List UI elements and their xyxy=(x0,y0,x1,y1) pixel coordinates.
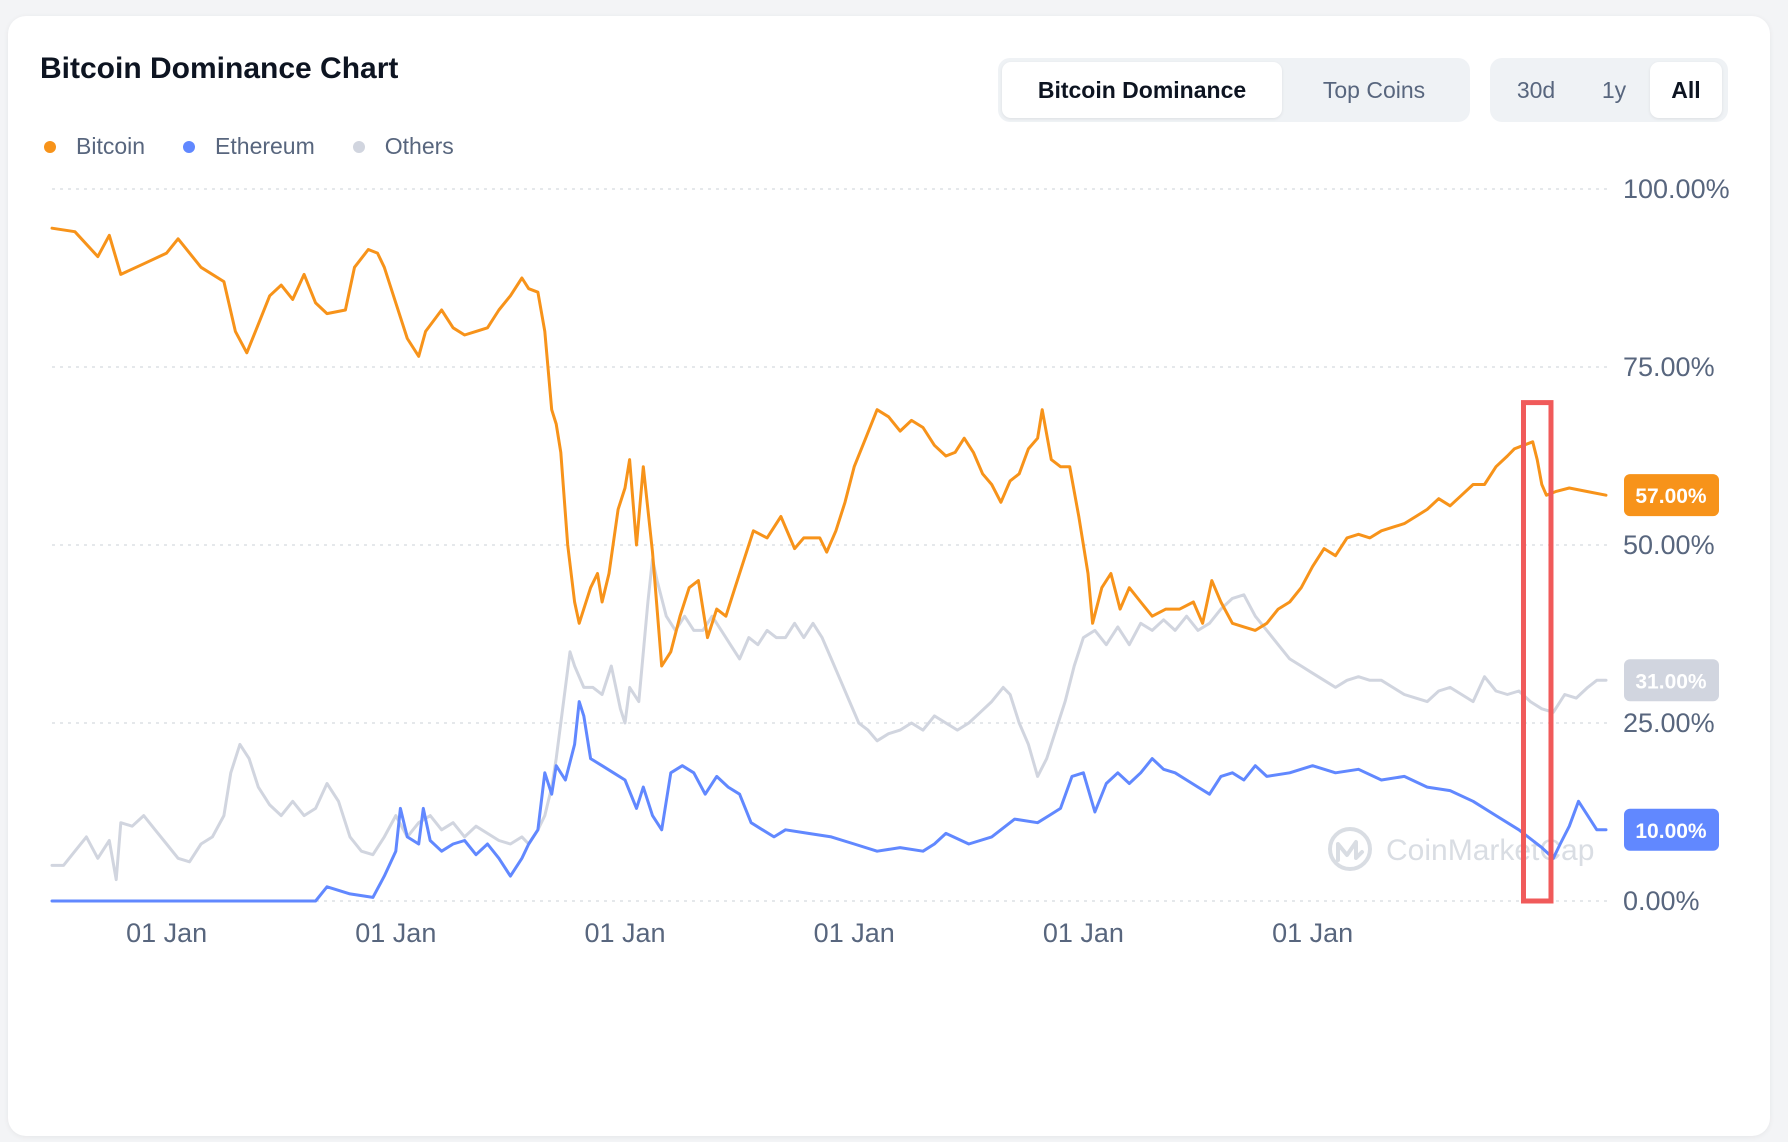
page-title: Bitcoin Dominance Chart xyxy=(40,52,399,85)
legend-label-ethereum: Ethereum xyxy=(215,133,315,159)
y-tick-label: 25.00% xyxy=(1623,708,1715,738)
watermark-text: CoinMarketCap xyxy=(1386,834,1594,867)
series-line-bitcoin xyxy=(50,226,1608,668)
x-tick-label: 01 Jan xyxy=(355,918,436,948)
chart-card xyxy=(8,16,1770,1136)
coinmarketcap-watermark: CoinMarketCap xyxy=(1328,827,1594,871)
badge-label: 10.00% xyxy=(1635,820,1707,843)
badge-ethereum: 10.00% xyxy=(1624,808,1719,851)
legend-item-bitcoin[interactable]: Bitcoin xyxy=(44,133,145,160)
range-1y-button[interactable]: 1y xyxy=(1601,76,1627,103)
y-tick-label: 0.00% xyxy=(1623,886,1700,916)
x-tick-label: 01 Jan xyxy=(1272,918,1353,948)
badge-background xyxy=(1624,474,1719,517)
x-tick-label: 01 Jan xyxy=(1043,918,1124,948)
range-all-button[interactable]: All xyxy=(1650,62,1722,118)
y-tick-label: 100.00% xyxy=(1623,174,1730,204)
legend-dot-ethereum xyxy=(183,140,196,153)
badge-background xyxy=(1624,808,1719,851)
y-tick-label: 75.00% xyxy=(1623,352,1715,382)
grid-lines xyxy=(52,188,1612,902)
badge-background xyxy=(1624,659,1719,702)
series-line-ethereum xyxy=(50,700,1608,903)
legend-label-bitcoin: Bitcoin xyxy=(76,133,146,159)
tab-bitcoin-dominance[interactable]: Bitcoin Dominance xyxy=(1002,62,1282,118)
badge-bitcoin: 57.00% xyxy=(1624,474,1719,517)
legend-item-others[interactable]: Others xyxy=(352,133,454,160)
range-toggle: 30d 1y All xyxy=(1490,58,1728,122)
y-tick-label: 50.00% xyxy=(1623,530,1715,560)
last-value-badges: 57.00% 10.00% 31.00% xyxy=(1624,474,1719,851)
highlight-rectangle xyxy=(1520,400,1554,904)
x-tick-label: 01 Jan xyxy=(584,918,665,948)
x-tick-label: 01 Jan xyxy=(814,918,895,948)
chart-legend: Bitcoin Ethereum Others xyxy=(44,133,454,160)
badge-label: 31.00% xyxy=(1635,670,1707,693)
legend-label-others: Others xyxy=(384,133,454,159)
x-tick-label: 01 Jan xyxy=(126,918,207,948)
series-lines xyxy=(50,226,1608,903)
badge-label: 57.00% xyxy=(1635,485,1707,508)
x-axis-ticks: 01 Jan 01 Jan 01 Jan 01 Jan 01 Jan 01 Jan xyxy=(126,918,1353,948)
coinmarketcap-logo-icon xyxy=(1328,827,1372,871)
legend-item-ethereum[interactable]: Ethereum xyxy=(183,133,315,160)
range-30d-button[interactable]: 30d xyxy=(1516,76,1556,103)
y-axis-ticks: 100.00% 75.00% 50.00% 25.00% 0.00% xyxy=(1623,174,1730,916)
legend-dot-bitcoin xyxy=(44,140,56,153)
tab-top-coins[interactable]: Top Coins xyxy=(1322,76,1426,103)
view-toggle: Bitcoin Dominance Top Coins xyxy=(998,58,1470,122)
legend-dot-others xyxy=(352,140,365,153)
series-line-others xyxy=(50,557,1608,882)
highlight-box xyxy=(1520,400,1554,904)
badge-others: 31.00% xyxy=(1624,659,1719,702)
